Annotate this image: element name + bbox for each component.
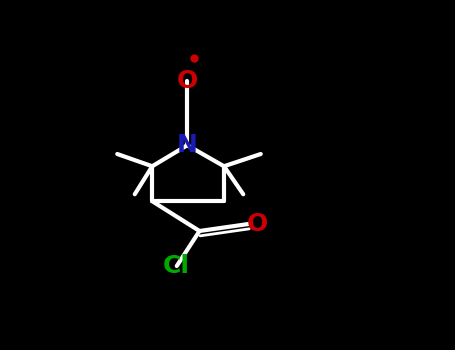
Text: O: O xyxy=(177,69,198,92)
Text: N: N xyxy=(177,133,197,157)
Text: Cl: Cl xyxy=(163,254,190,278)
Text: O: O xyxy=(247,212,268,236)
